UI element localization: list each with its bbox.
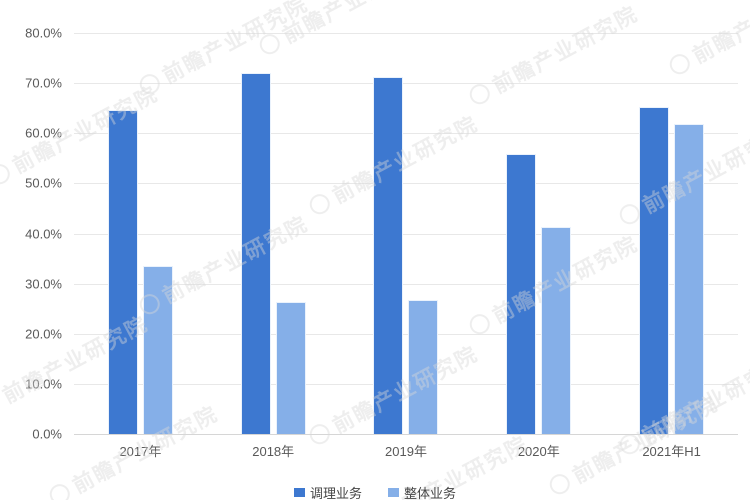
bar-series-1[interactable]: [373, 77, 404, 434]
gridline: [74, 333, 738, 335]
x-axis-tick-label: 2019年: [385, 444, 427, 459]
y-axis: 80.0% 70.0% 60.0% 50.0% 40.0% 30.0% 20.0% 10.0%…: [0, 20, 72, 448]
bar-group: [605, 33, 738, 434]
bar-series-1[interactable]: [240, 73, 271, 434]
chart-legend: 调理业务 整体业务: [0, 483, 750, 502]
y-axis-tick-label: 70.0%: [25, 75, 62, 91]
bar-series-2[interactable]: [408, 300, 439, 434]
bars-layer: [74, 33, 738, 434]
gridline: [74, 283, 738, 285]
gridline: [74, 33, 738, 34]
x-axis-tick-label: 2021年H1: [642, 444, 701, 459]
bar-series-2[interactable]: [674, 123, 705, 434]
bar-series-1[interactable]: [506, 154, 537, 434]
gridline: [74, 183, 738, 185]
legend-item[interactable]: 整体业务: [388, 483, 456, 502]
bar-series-2[interactable]: [541, 226, 572, 434]
y-axis-tick-label: 10.0%: [25, 376, 62, 392]
x-axis: 2017年 2018年 2019年 2020年 2021年H1: [74, 441, 738, 467]
bar-group: [340, 33, 473, 434]
y-axis-tick-label: 30.0%: [25, 276, 62, 292]
legend-label: 整体业务: [404, 487, 457, 502]
plot-area: [74, 33, 738, 435]
bar-series-2[interactable]: [275, 301, 306, 434]
y-axis-tick-label: 20.0%: [25, 326, 62, 342]
x-axis-tick-label: 2020年: [517, 444, 560, 459]
gridline: [74, 233, 738, 235]
bar-group: [74, 33, 207, 434]
gridline: [74, 133, 738, 135]
bar-group: [207, 33, 340, 434]
x-axis-tick-label: 2018年: [252, 444, 295, 459]
legend-item[interactable]: 调理业务: [293, 483, 362, 502]
legend-label: 调理业务: [309, 487, 362, 502]
x-axis-tick-label: 2017年: [119, 444, 162, 459]
y-axis-tick-label: 0.0%: [32, 426, 62, 442]
y-axis-tick-label: 80.0%: [25, 25, 62, 41]
axis-baseline: [74, 434, 738, 435]
legend-swatch-icon: [293, 488, 305, 497]
y-axis-tick-label: 60.0%: [25, 125, 62, 141]
bar-series-2[interactable]: [142, 266, 173, 434]
y-axis-tick-label: 50.0%: [25, 175, 62, 191]
gridline: [74, 83, 738, 85]
bar-series-1[interactable]: [107, 110, 138, 434]
y-axis-tick-label: 40.0%: [25, 226, 62, 241]
bar-group: [472, 33, 605, 434]
bar-series-1[interactable]: [639, 107, 670, 434]
legend-swatch-icon: [388, 488, 399, 497]
gridline: [74, 383, 738, 385]
